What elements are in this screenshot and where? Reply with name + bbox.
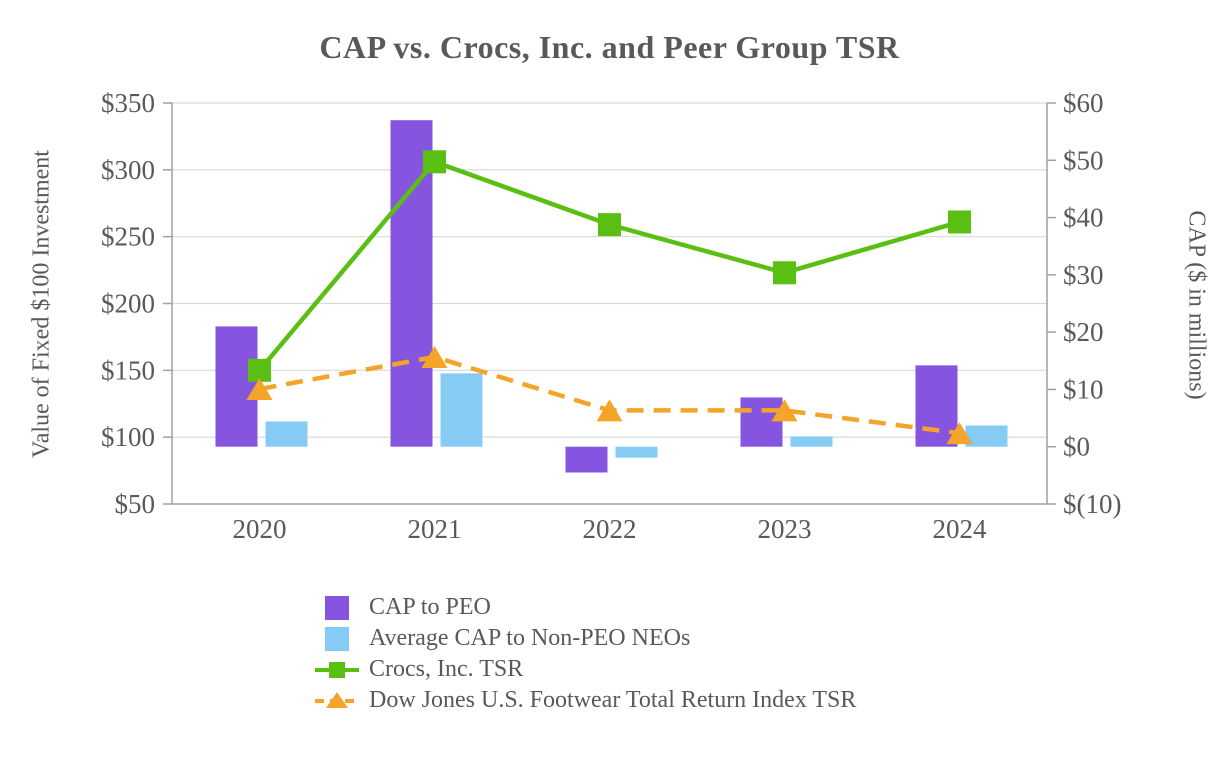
y-axis-left-title: Value of Fixed $100 Investment [28,150,55,458]
y-right-tick-label-50: $50 [1063,145,1104,175]
line-dow-jones-u-s-footwear-total-return-index-tsr [259,354,960,436]
line-series-dow-jones-u-s-footwear-total-return-index-tsr [246,345,973,445]
marker-crocs-inc-tsr-2020 [248,358,271,382]
marker-crocs-inc-tsr-2023 [773,261,796,285]
y-left-tick-label-350: $350 [101,88,155,118]
line-crocs-inc-tsr [257,159,961,372]
y-axis-left-ticks: $350 $300 $250 $200 $150 $100 $50 [101,88,172,519]
chart-title: CAP vs. Crocs, Inc. and Peer Group TSR [319,29,900,65]
bar-average-cap-to-non-peo-neos-2021 [440,373,483,447]
y-left-tick-label-300: $300 [101,155,155,185]
y-left-tick-label-250: $250 [101,222,155,252]
y-right-tick-label-30: $30 [1063,260,1104,290]
marker-crocs-inc-tsr-2022 [598,213,621,237]
legend-label-cap-to-peo: CAP to PEO [369,594,491,620]
legend-marker-crocs-inc-tsr [315,658,359,682]
bar-series-average-cap-to-non-peo-neos [265,373,1008,458]
marker-dow-jones-u-s-footwear-total-return-index-tsr-2022 [596,399,623,422]
legend-item-dow-jones-footwear-tsr: Dow Jones U.S. Footwear Total Return Ind… [315,685,856,716]
legend-swatch-average-cap-to-non-peo-neos [315,626,359,651]
marker-crocs-inc-tsr-2024 [948,210,971,234]
y-right-tick-label-10: $10 [1063,374,1104,404]
bar-cap-to-peo-2020 [215,326,258,447]
legend-swatch-cap-to-peo [315,595,359,620]
y-left-tick-label-200: $200 [101,289,155,319]
x-axis-label-2022: 2022 [583,514,637,544]
marker-crocs-inc-tsr-2021 [423,150,446,174]
y-right-tick-label-0: $0 [1063,432,1090,462]
bar-average-cap-to-non-peo-neos-2024 [965,425,1008,447]
y-left-tick-label-50: $50 [115,489,156,519]
marker-dow-jones-u-s-footwear-total-return-index-tsr-2021 [421,345,448,368]
x-axis-label-2020: 2020 [233,514,287,544]
x-axis-label-2021: 2021 [408,514,462,544]
y-left-tick-label-150: $150 [101,355,155,385]
marker-dow-jones-u-s-footwear-total-return-index-tsr-2023 [771,399,798,422]
legend-item-crocs-inc-tsr: Crocs, Inc. TSR [315,654,856,685]
bar-cap-to-peo-2024 [915,365,958,447]
x-axis-label-2024: 2024 [933,514,988,544]
line-series-crocs-inc-tsr [248,150,971,382]
bar-average-cap-to-non-peo-neos-2020 [265,421,308,447]
bar-average-cap-to-non-peo-neos-2023 [790,436,833,447]
bar-cap-to-peo-2022 [565,446,608,473]
y-right-tick-label--10: $(10) [1063,489,1121,519]
bar-cap-to-peo-2023 [740,397,783,447]
legend-item-average-cap-to-non-peo-neos: Average CAP to Non-PEO NEOs [315,623,856,654]
y-right-tick-label-40: $40 [1063,203,1104,233]
y-right-tick-label-60: $60 [1063,88,1104,118]
marker-dow-jones-u-s-footwear-total-return-index-tsr-2020 [246,378,273,401]
bar-average-cap-to-non-peo-neos-2022 [615,446,658,458]
x-axis-labels: 2020 2021 2022 2023 2024 [233,514,988,544]
legend: CAP to PEO Average CAP to Non-PEO NEOs C… [315,592,856,716]
legend-marker-dow-jones-footwear-tsr [315,689,359,713]
legend-item-cap-to-peo: CAP to PEO [315,592,856,623]
y-axis-right-title: CAP ($ in millions) [1183,210,1210,400]
legend-label-dow-jones-footwear-tsr: Dow Jones U.S. Footwear Total Return Ind… [369,687,857,713]
x-axis-label-2023: 2023 [758,514,812,544]
bar-series-cap-to-peo [215,120,958,473]
legend-label-average-cap-to-non-peo-neos: Average CAP to Non-PEO NEOs [369,625,691,651]
y-axis-right-ticks: $60 $50 $40 $30 $20 $10 $0 $(10) [1047,88,1121,519]
y-left-tick-label-100: $100 [101,422,155,452]
legend-label-crocs-inc-tsr: Crocs, Inc. TSR [369,656,524,682]
y-right-tick-label-20: $20 [1063,317,1104,347]
marker-dow-jones-u-s-footwear-total-return-index-tsr-2024 [946,422,973,445]
